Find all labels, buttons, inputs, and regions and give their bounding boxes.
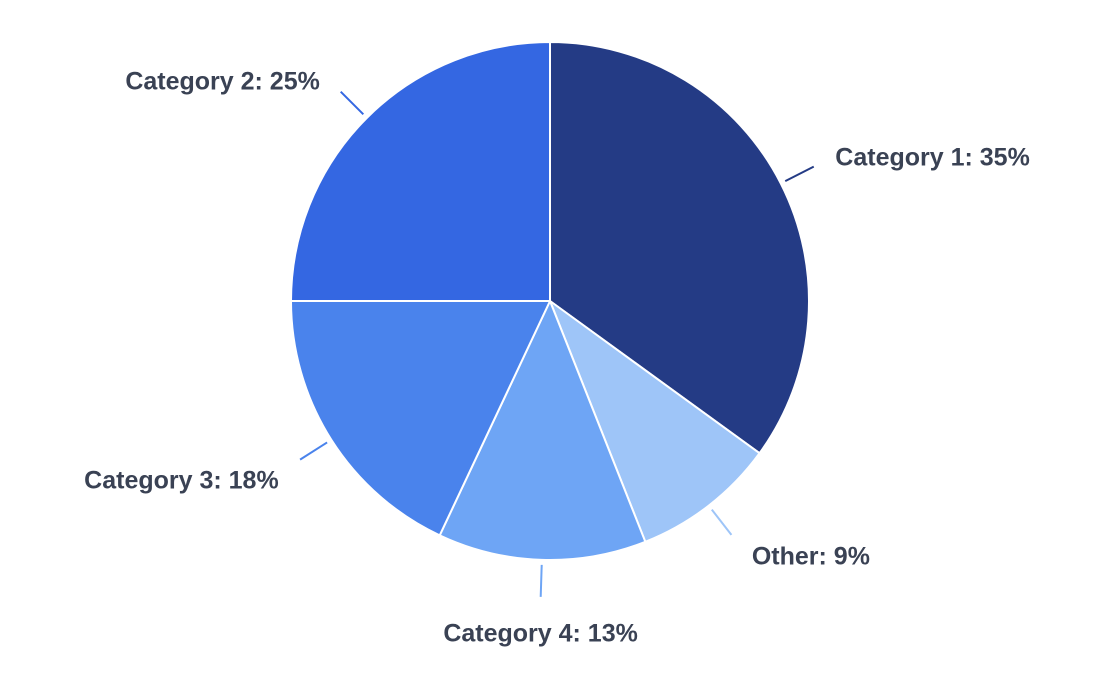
leader-lines-layer bbox=[299, 90, 815, 597]
leader-line-category-2 bbox=[339, 90, 365, 116]
slice-label-category-4: Category 4: 13% bbox=[443, 619, 638, 647]
pie-slice-category-2 bbox=[290, 41, 551, 302]
slice-label-category-1: Category 1: 35% bbox=[835, 143, 1030, 171]
leader-line-category-1 bbox=[784, 165, 815, 183]
pie-slice-category-1 bbox=[549, 41, 810, 455]
labels-layer: Category 1: 35% Other: 9% Category 4: 13% C… bbox=[84, 67, 1030, 647]
pie-slice-category-3 bbox=[290, 300, 551, 537]
slice-label-category-3: Category 3: 18% bbox=[84, 466, 279, 494]
pie-slice-category-4 bbox=[438, 300, 647, 561]
leader-line-category-4 bbox=[539, 564, 543, 597]
slice-label-category-2: Category 2: 25% bbox=[125, 67, 320, 95]
pie-slice-other bbox=[549, 300, 761, 543]
leader-line-category-3 bbox=[299, 441, 328, 461]
slice-label-other: Other: 9% bbox=[752, 543, 870, 571]
leader-line-other bbox=[711, 508, 733, 536]
slices-layer bbox=[290, 41, 810, 561]
